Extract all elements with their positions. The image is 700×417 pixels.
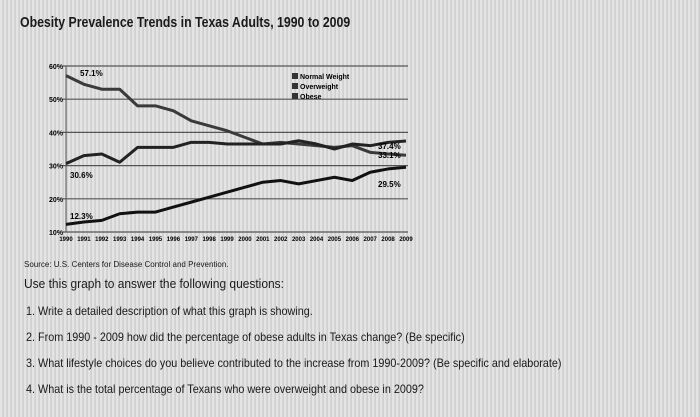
y-tick-label: 30% (49, 164, 64, 171)
y-tick-label: 60% (49, 64, 64, 71)
x-tick-label: 2005 (328, 237, 342, 243)
legend-label: Overweight (300, 84, 339, 91)
x-tick-label: 1991 (77, 237, 91, 243)
x-tick-label: 2008 (381, 237, 395, 243)
chart-title: Obesity Prevalence Trends in Texas Adult… (20, 14, 351, 31)
data-label: 29.5% (378, 180, 401, 189)
y-tick-label: 20% (49, 197, 64, 204)
x-tick-label: 2002 (274, 237, 288, 243)
legend-label: Normal Weight (300, 74, 350, 81)
x-tick-label: 1992 (95, 237, 109, 243)
x-tick-label: 1995 (149, 237, 163, 243)
x-tick-label: 2006 (346, 237, 360, 243)
question-2: 2. From 1990 - 2009 how did the percenta… (26, 330, 465, 344)
legend-swatch (292, 83, 298, 89)
x-tick-label: 1998 (202, 237, 216, 243)
x-tick-label: 2007 (364, 237, 378, 243)
x-tick-label: 1999 (220, 237, 234, 243)
y-tick-label: 40% (49, 130, 64, 137)
x-tick-label: 2000 (238, 237, 252, 243)
instructions: Use this graph to answer the following q… (24, 276, 284, 291)
legend-label: Obese (300, 94, 322, 101)
data-label: 57.1% (80, 69, 103, 78)
data-label: 12.3% (70, 212, 93, 221)
series-line-overweight (65, 139, 407, 165)
data-label: 33.1% (378, 151, 401, 160)
x-tick-label: 2009 (399, 237, 413, 243)
x-tick-label: 1997 (185, 237, 199, 243)
question-1: 1. Write a detailed description of what … (26, 304, 313, 318)
source-note: Source: U.S. Centers for Disease Control… (24, 260, 229, 269)
legend-swatch (292, 73, 298, 79)
x-tick-label: 1990 (59, 237, 73, 243)
data-label: 37.4% (378, 142, 401, 151)
line-chart: 10% 20% 30% 40% 50% 60% 1990 1991 1992 1993 1994 19… (49, 64, 413, 243)
question-4: 4. What is the total percentage of Texan… (26, 382, 424, 396)
x-tick-label: 2004 (310, 237, 324, 243)
x-tick-label: 2001 (256, 237, 270, 243)
y-tick-label: 10% (49, 230, 64, 237)
x-tick-label: 1996 (167, 237, 181, 243)
data-label: 30.6% (70, 171, 93, 180)
legend-swatch (292, 93, 298, 99)
x-tick-label: 1994 (131, 237, 145, 243)
y-tick-label: 50% (49, 97, 64, 104)
x-tick-label: 1993 (113, 237, 127, 243)
x-tick-label: 2003 (292, 237, 306, 243)
series-line-obese (65, 165, 407, 226)
question-3: 3. What lifestyle choices do you believe… (26, 356, 562, 370)
